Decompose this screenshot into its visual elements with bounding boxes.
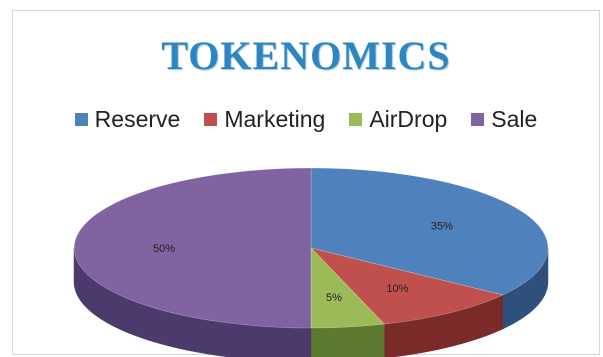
legend-item-marketing: Marketing: [204, 106, 325, 133]
pie-wall-sale: [73, 247, 312, 357]
legend-swatch-airdrop: [349, 113, 363, 126]
legend-item-sale: Sale: [471, 106, 537, 133]
pie-top-faces: [73, 167, 549, 329]
pie-slice-reserve: [310, 167, 549, 296]
pie-wall-airdrop: [310, 323, 385, 357]
legend-label-marketing: Marketing: [224, 106, 326, 132]
data-label-reserve: 35%: [431, 220, 453, 232]
legend-item-airdrop: AirDrop: [349, 106, 447, 133]
legend-swatch-sale: [471, 113, 485, 126]
chart-legend: Reserve Marketing AirDrop Sale: [12, 106, 600, 133]
pie-side-walls: [73, 247, 549, 357]
data-label-sale: 50%: [153, 243, 175, 255]
pie-slice-airdrop: [310, 247, 385, 329]
pie-slice-sale: [73, 167, 312, 329]
pie-slice-marketing: [310, 247, 504, 325]
legend-label-sale: Sale: [491, 106, 538, 132]
data-label-airdrop: 5%: [326, 292, 342, 304]
legend-swatch-reserve: [74, 113, 88, 126]
legend-item-reserve: Reserve: [74, 106, 181, 133]
data-label-marketing: 10%: [386, 283, 408, 295]
pie-data-labels: 35% 10% 5% 50%: [153, 220, 453, 304]
legend-label-reserve: Reserve: [94, 106, 181, 132]
legend-label-airdrop: AirDrop: [369, 106, 448, 132]
legend-swatch-marketing: [204, 113, 218, 126]
chart-title: TOKENOMICS: [161, 33, 451, 78]
